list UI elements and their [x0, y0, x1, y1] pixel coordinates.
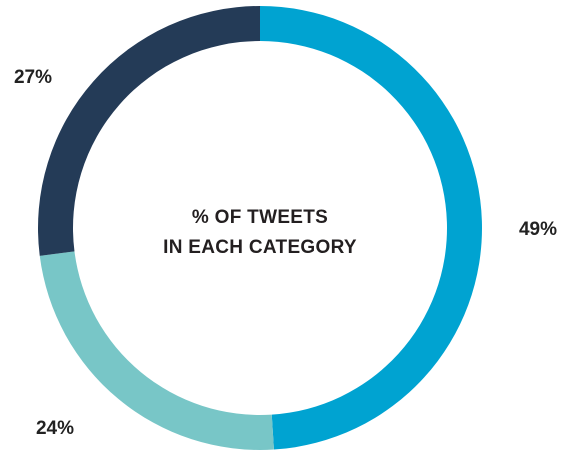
center-label-line-2: IN EACH CATEGORY — [163, 237, 357, 258]
slice-label-3: 27% — [14, 67, 52, 88]
donut-slices — [37, 6, 482, 450]
donut-slice-1 — [260, 6, 482, 450]
donut-slice-3 — [37, 6, 260, 256]
slice-label-2: 24% — [36, 418, 74, 439]
slice-label-1: 49% — [519, 219, 557, 240]
center-label-line-1: % OF TWEETS — [192, 207, 328, 228]
donut-slice-2 — [39, 251, 274, 450]
slice-labels: 49% 24% 27% — [14, 67, 557, 439]
